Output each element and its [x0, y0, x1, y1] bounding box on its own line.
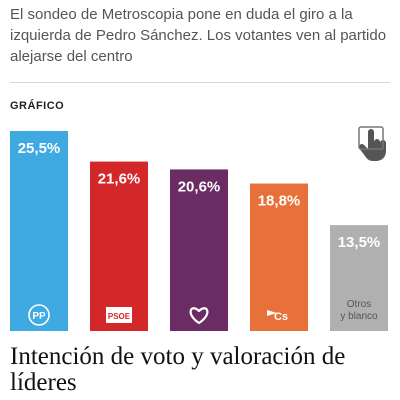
bar-value-label: 25,5% — [18, 140, 61, 157]
bar-value-label: 18,8% — [258, 193, 301, 210]
bar-podemos[interactable] — [170, 169, 228, 331]
headline: Intención de voto y valoración de lídere… — [10, 343, 346, 396]
bar-value-label: 21,6% — [98, 171, 141, 188]
svg-text:PP: PP — [32, 311, 46, 322]
cs-logo-icon: Cs — [267, 310, 288, 323]
bar-chart: 25,5% PP 21,6% PSOE 20,6% 18,8% Cs 13,5% Otrosy … — [10, 131, 388, 331]
heart-icon — [189, 307, 209, 325]
bar-psoe[interactable] — [90, 161, 148, 331]
bar-value-label: 13,5% — [338, 234, 381, 251]
section-label: GRÁFICO — [10, 100, 65, 112]
bar-value-label: 20,6% — [178, 178, 221, 195]
psoe-logo-icon: PSOE — [106, 307, 132, 323]
bar-otros-y-blanco[interactable] — [330, 225, 388, 331]
pp-logo-icon: PP — [28, 304, 50, 326]
bar-pp[interactable] — [10, 131, 68, 331]
svg-text:PSOE: PSOE — [108, 312, 131, 321]
bar-category-label: y blanco — [340, 311, 378, 322]
article-summary: El sondeo de Metroscopia pone en duda el… — [10, 6, 387, 65]
svg-text:Cs: Cs — [274, 311, 288, 323]
divider — [10, 82, 390, 83]
bar-category-label: Otros — [347, 299, 371, 310]
touch-hand-icon[interactable] — [358, 126, 388, 162]
bar-cs[interactable] — [250, 183, 308, 331]
